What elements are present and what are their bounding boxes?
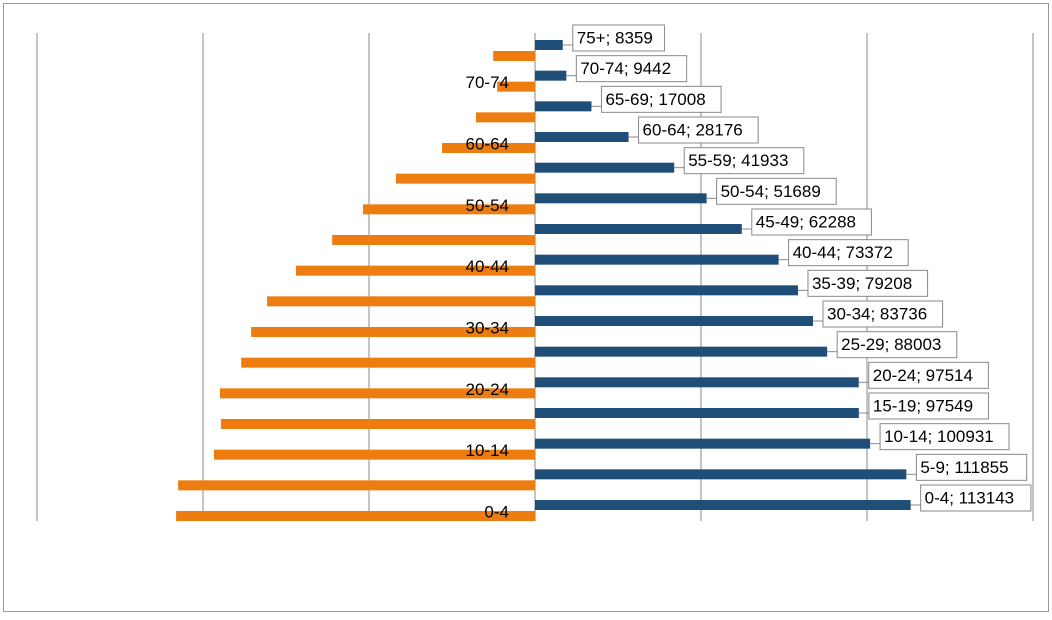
data-label-box	[920, 484, 1032, 512]
data-label-box	[868, 392, 989, 420]
bar	[442, 143, 535, 153]
data-label-box	[915, 453, 1028, 481]
data-label: 35-39; 79208	[812, 274, 912, 293]
data-label: 5-9; 111855	[920, 458, 1008, 477]
y-tick-label: 20-24	[466, 380, 509, 399]
data-label: 15-19; 97549	[873, 396, 973, 415]
bar	[241, 357, 535, 368]
bar	[395, 173, 535, 184]
y-tick-label: 40-44	[466, 257, 509, 276]
data-label-box	[788, 239, 909, 267]
y-tick-label: 70-74	[466, 73, 509, 92]
bar	[535, 254, 779, 265]
data-label: 0-4; 113143	[925, 488, 1014, 507]
data-label: 30-34; 83736	[827, 304, 927, 323]
bar	[535, 346, 828, 357]
bar	[475, 112, 535, 123]
data-label-box	[822, 300, 944, 328]
bar	[251, 327, 535, 337]
bar	[535, 377, 859, 388]
bar	[535, 408, 859, 418]
bar	[176, 511, 535, 521]
bar	[220, 419, 536, 429]
data-label-box	[868, 361, 989, 389]
bar	[535, 70, 567, 81]
bar	[535, 40, 563, 50]
bar	[535, 193, 707, 204]
data-label: 60-64; 28176	[643, 120, 743, 139]
bar	[219, 388, 535, 399]
y-tick-label: 10-14	[466, 441, 509, 460]
y-tick-label: 0-4	[484, 502, 509, 521]
bar	[295, 265, 535, 276]
data-label: 20-24; 97514	[873, 366, 973, 385]
data-label: 65-69; 17008	[605, 90, 705, 109]
data-label-box	[683, 147, 805, 175]
bar	[535, 132, 629, 142]
bar	[497, 81, 535, 92]
bar	[363, 204, 535, 215]
data-label: 45-49; 62288	[756, 212, 856, 231]
bar	[178, 480, 535, 491]
data-label-box	[716, 177, 837, 205]
bar	[535, 469, 907, 480]
bar	[213, 449, 535, 460]
data-label: 70-74; 9442	[580, 59, 671, 78]
data-label: 50-54; 51689	[721, 182, 821, 201]
data-label-box	[600, 85, 722, 113]
data-label-box	[575, 55, 688, 83]
data-label-box	[807, 269, 929, 297]
data-label-box	[836, 331, 958, 359]
bar	[493, 51, 535, 61]
data-label-box	[572, 24, 665, 52]
bar	[535, 316, 814, 326]
bar	[535, 224, 742, 234]
data-label: 25-29; 88003	[841, 335, 941, 354]
bar	[267, 296, 535, 307]
data-label: 40-44; 73372	[793, 243, 893, 262]
data-label: 75+; 8359	[577, 28, 653, 47]
y-tick-label: 30-34	[466, 318, 509, 337]
data-label-box	[751, 208, 872, 236]
bar	[535, 500, 911, 510]
data-label-box	[879, 423, 1010, 451]
bar	[535, 101, 592, 112]
y-tick-label: 60-64	[466, 134, 509, 153]
y-tick-label: 50-54	[466, 196, 509, 215]
bar	[535, 438, 871, 449]
bar	[535, 285, 798, 296]
bar	[332, 235, 535, 245]
data-label: 55-59; 41933	[688, 151, 788, 170]
bar	[535, 162, 675, 173]
data-label: 10-14; 100931	[884, 427, 994, 446]
data-label-box	[638, 116, 759, 144]
